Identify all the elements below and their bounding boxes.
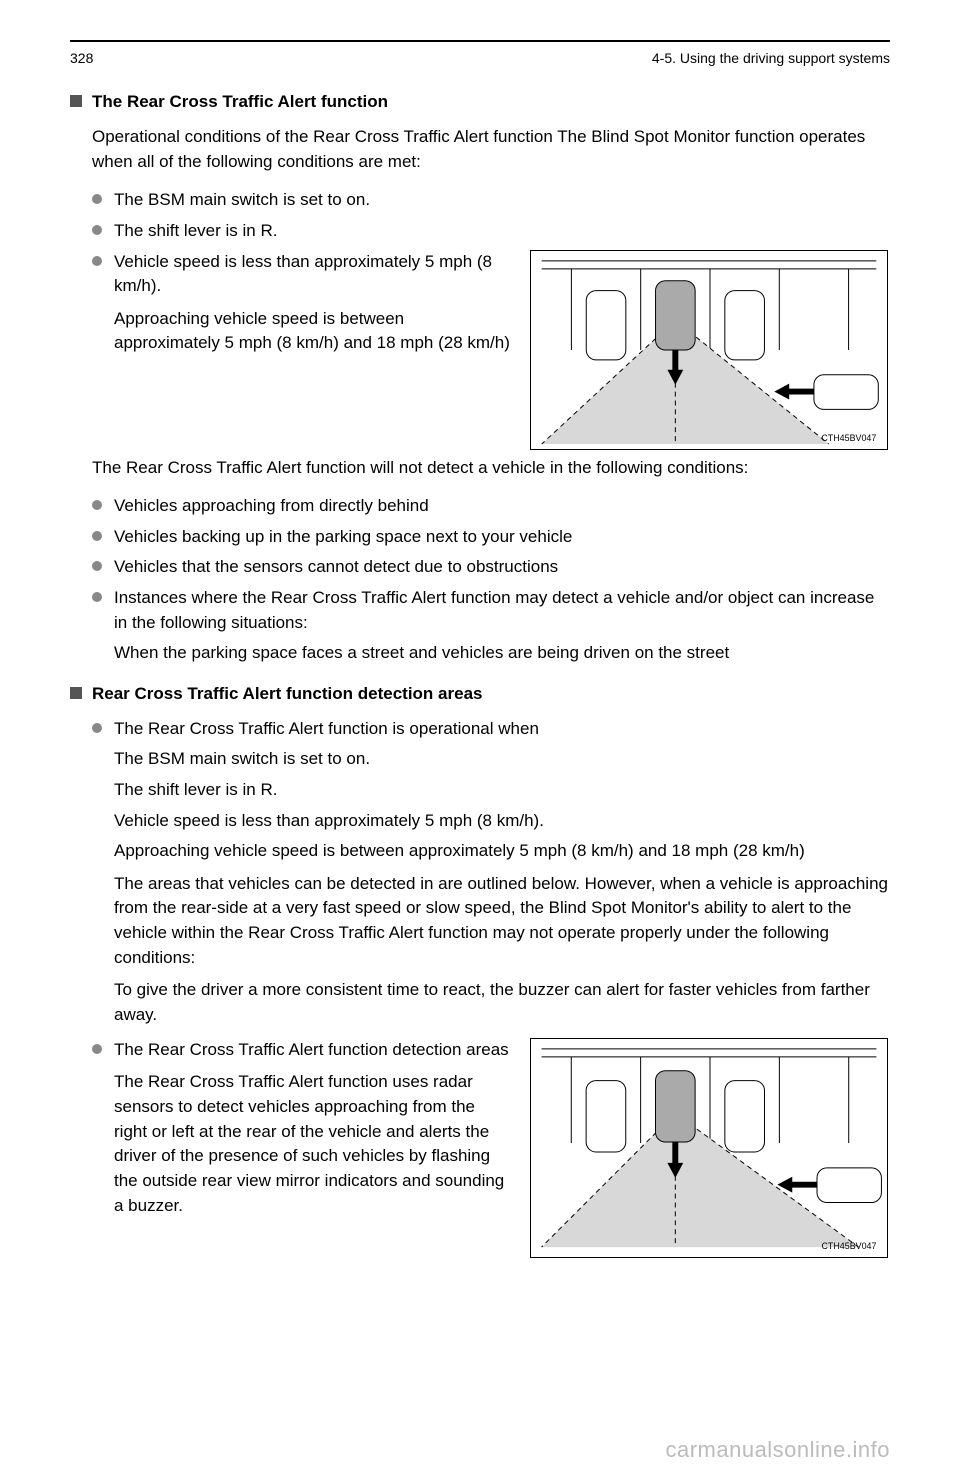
bullet-text: Instances where the Rear Cross Traffic A… bbox=[114, 586, 890, 635]
figure-parking-diagram: CTH45BV047 bbox=[530, 1038, 890, 1258]
square-bullet-icon bbox=[70, 95, 82, 107]
bullet-text: Vehicles approaching from directly behin… bbox=[114, 494, 890, 519]
figure-label: CTH45BV047 bbox=[821, 433, 876, 443]
bullet-with-figure: Vehicle speed is less than approximately… bbox=[92, 250, 890, 450]
sub-bullet: The BSM main switch is set to on. bbox=[114, 747, 890, 772]
section-2-title: Rear Cross Traffic Alert function detect… bbox=[92, 682, 482, 707]
page-number: 328 bbox=[70, 48, 93, 68]
watermark: carmanualsonline.info bbox=[665, 1434, 890, 1466]
bullet-text: Vehicle speed is less than approximately… bbox=[114, 250, 510, 299]
bullet-with-figure: The Rear Cross Traffic Alert function de… bbox=[92, 1038, 890, 1258]
bullet-text: The BSM main switch is set to on. bbox=[114, 188, 890, 213]
list-item: Vehicles that the sensors cannot detect … bbox=[92, 555, 890, 580]
sub-bullet: When the parking space faces a street an… bbox=[114, 641, 890, 666]
section-1-outro: The Rear Cross Traffic Alert function wi… bbox=[92, 456, 890, 481]
dot-icon bbox=[92, 561, 102, 571]
sub-bullet: Vehicle speed is less than approximately… bbox=[114, 809, 890, 834]
bullet-text: Vehicles that the sensors cannot detect … bbox=[114, 555, 890, 580]
dot-icon bbox=[92, 1044, 102, 1054]
section-1-title: The Rear Cross Traffic Alert function bbox=[92, 90, 388, 115]
sub-paragraph: The areas that vehicles can be detected … bbox=[114, 872, 890, 971]
bullet-text: Vehicles backing up in the parking space… bbox=[114, 525, 890, 550]
list-item: The shift lever is in R. bbox=[92, 219, 890, 244]
breadcrumb: 4-5. Using the driving support systems bbox=[652, 48, 890, 68]
list-item: The BSM main switch is set to on. bbox=[92, 188, 890, 213]
bullet-continuation: The Rear Cross Traffic Alert function us… bbox=[114, 1070, 510, 1218]
section-1-intro: Operational conditions of the Rear Cross… bbox=[92, 125, 890, 174]
sub-bullet: Approaching vehicle speed is between app… bbox=[114, 839, 890, 864]
section-1-title-row: The Rear Cross Traffic Alert function bbox=[70, 90, 890, 115]
dot-icon bbox=[92, 194, 102, 204]
sub-paragraph: To give the driver a more consistent tim… bbox=[114, 978, 890, 1027]
figure-label: CTH45BV047 bbox=[822, 1241, 877, 1251]
page-header: 328 4-5. Using the driving support syste… bbox=[70, 48, 890, 68]
list-item: The Rear Cross Traffic Alert function is… bbox=[92, 717, 890, 742]
square-bullet-icon bbox=[70, 687, 82, 699]
figure-parking-diagram: CTH45BV047 bbox=[530, 250, 890, 450]
section-2-title-row: Rear Cross Traffic Alert function detect… bbox=[70, 682, 890, 707]
dot-icon bbox=[92, 256, 102, 266]
list-item: Instances where the Rear Cross Traffic A… bbox=[92, 586, 890, 635]
bullet-text: The Rear Cross Traffic Alert function is… bbox=[114, 717, 890, 742]
sub-bullet: The shift lever is in R. bbox=[114, 778, 890, 803]
bullet-continuation: Approaching vehicle speed is between app… bbox=[114, 307, 510, 356]
dot-icon bbox=[92, 723, 102, 733]
header-rule bbox=[70, 40, 890, 42]
dot-icon bbox=[92, 531, 102, 541]
bullet-text: The Rear Cross Traffic Alert function de… bbox=[114, 1038, 510, 1063]
list-item: Vehicles approaching from directly behin… bbox=[92, 494, 890, 519]
dot-icon bbox=[92, 500, 102, 510]
bullet-text: The shift lever is in R. bbox=[114, 219, 890, 244]
dot-icon bbox=[92, 592, 102, 602]
list-item: Vehicles backing up in the parking space… bbox=[92, 525, 890, 550]
dot-icon bbox=[92, 225, 102, 235]
